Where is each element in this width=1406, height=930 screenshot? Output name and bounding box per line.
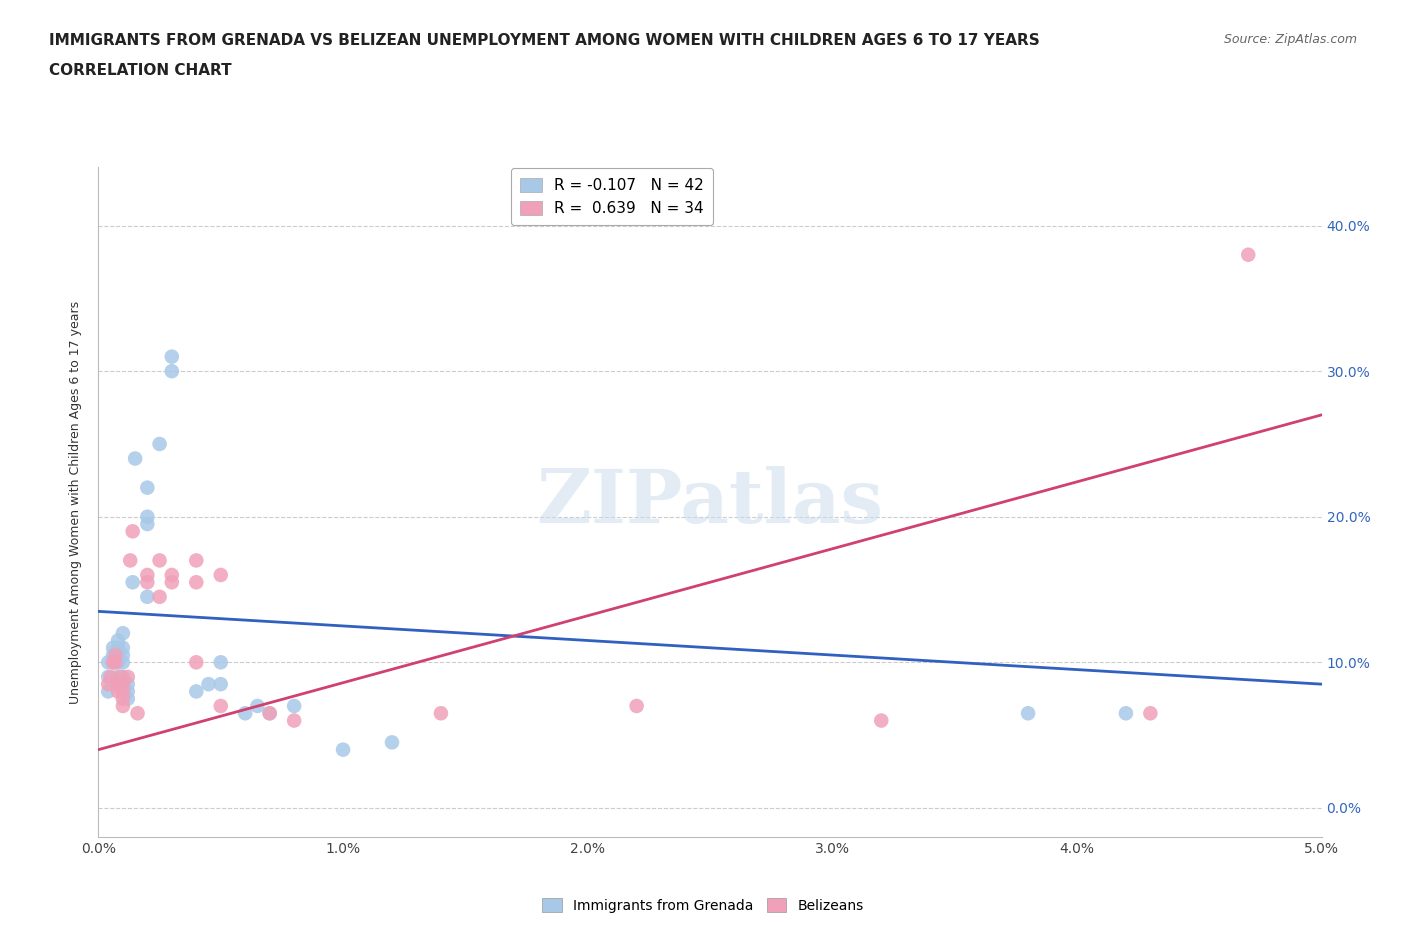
Point [97,677,120,692]
Point [430,706,453,721]
Point [136,567,159,582]
Point [111,684,134,698]
Point [120,553,142,568]
Point [97,670,120,684]
Point [127,706,149,721]
Point [101,641,124,656]
Point [160,364,183,379]
Point [124,451,146,466]
Point [121,575,143,590]
Point [283,713,305,728]
Point [107,670,129,684]
Point [111,691,134,706]
Point [160,575,183,590]
Point [136,590,159,604]
Point [107,655,129,670]
Legend: R = -0.107   N = 42, R =  0.639   N = 34: R = -0.107 N = 42, R = 0.639 N = 34 [512,168,713,225]
Point [209,655,232,670]
Point [117,670,139,684]
Point [110,670,132,684]
Point [107,633,129,648]
Point [111,670,134,684]
Point [626,698,648,713]
Point [111,698,134,713]
Point [111,641,134,656]
Point [101,655,124,670]
Point [1139,706,1161,721]
Text: Source: ZipAtlas.com: Source: ZipAtlas.com [1223,33,1357,46]
Point [121,524,143,538]
Point [117,677,139,692]
Text: CORRELATION CHART: CORRELATION CHART [49,63,232,78]
Point [209,698,232,713]
Point [186,655,208,670]
Point [160,567,183,582]
Point [104,655,127,670]
Point [111,647,134,662]
Point [259,706,281,721]
Point [101,655,124,670]
Point [111,677,134,692]
Point [107,647,129,662]
Y-axis label: Unemployment Among Women with Children Ages 6 to 17 years: Unemployment Among Women with Children A… [69,300,83,704]
Point [149,590,172,604]
Point [107,641,129,656]
Point [104,647,127,662]
Point [100,670,122,684]
Point [117,691,139,706]
Point [111,626,134,641]
Text: ZIPatlas: ZIPatlas [537,466,883,538]
Point [111,655,134,670]
Point [149,436,172,451]
Point [136,575,159,590]
Point [97,655,120,670]
Point [111,677,134,692]
Point [1237,247,1260,262]
Point [246,698,269,713]
Point [186,684,208,698]
Point [107,684,129,698]
Point [101,647,124,662]
Point [332,742,354,757]
Point [381,735,404,750]
Point [107,677,129,692]
Point [209,677,232,692]
Point [136,480,159,495]
Point [186,575,208,590]
Point [1115,706,1137,721]
Point [209,567,232,582]
Point [259,706,281,721]
Point [136,516,159,531]
Point [186,553,208,568]
Point [197,677,219,692]
Point [107,677,129,692]
Point [283,698,305,713]
Legend: Immigrants from Grenada, Belizeans: Immigrants from Grenada, Belizeans [537,893,869,919]
Text: IMMIGRANTS FROM GRENADA VS BELIZEAN UNEMPLOYMENT AMONG WOMEN WITH CHILDREN AGES : IMMIGRANTS FROM GRENADA VS BELIZEAN UNEM… [49,33,1040,47]
Point [870,713,893,728]
Point [233,706,256,721]
Point [136,510,159,525]
Point [1017,706,1039,721]
Point [160,349,183,364]
Point [97,684,120,698]
Point [117,684,139,698]
Point [149,553,172,568]
